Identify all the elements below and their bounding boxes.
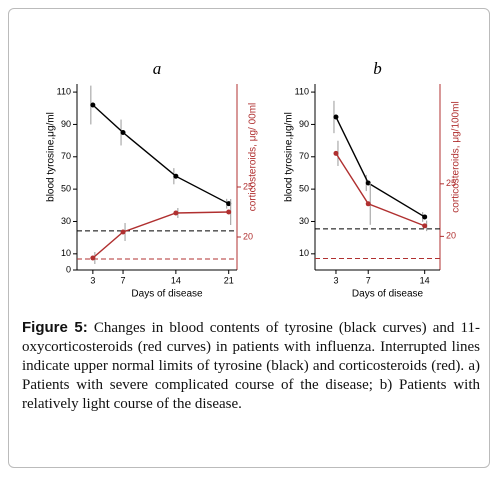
y-tick-label: 10 (61, 248, 71, 258)
caption: Figure 5: Changes in blood contents of t… (22, 318, 480, 414)
data-point (333, 150, 339, 156)
data-point (226, 209, 232, 215)
x-tick-label: 7 (121, 275, 126, 285)
y-tick-label: 0 (66, 264, 71, 274)
data-point (90, 255, 96, 261)
y2-tick-label: 20 (446, 231, 456, 241)
y2-tick-label: 25 (446, 178, 456, 188)
y-tick-label: 50 (299, 184, 309, 194)
series-line (92, 211, 229, 259)
caption-text: Changes in blood contents of tyrosine (b… (22, 320, 480, 412)
data-point (90, 102, 96, 108)
y-tick-label: 110 (57, 86, 71, 96)
x-tick-label: 3 (333, 275, 338, 285)
y-tick-label: 30 (61, 216, 71, 226)
data-point (120, 130, 126, 136)
y2-axis-label: corticosteroids, μg/ 00ml (248, 103, 259, 212)
y2-tick-label: 20 (243, 231, 253, 241)
data-point (226, 201, 232, 207)
data-point (365, 180, 371, 186)
chart-title: a (153, 59, 162, 78)
data-point (173, 210, 179, 216)
data-point (422, 223, 428, 229)
data-point (120, 229, 126, 235)
data-point (173, 173, 179, 179)
y-axis-label: blood tyrosine,μg/ml (284, 112, 295, 202)
y-tick-label: 110 (295, 86, 309, 96)
data-point (422, 214, 428, 220)
data-point (365, 201, 371, 207)
y-tick-label: 10 (299, 248, 309, 258)
y-tick-label: 50 (61, 184, 71, 194)
y-tick-label: 90 (299, 119, 309, 129)
y-tick-label: 90 (61, 119, 71, 129)
x-axis-label: Days of disease (352, 289, 424, 300)
y-tick-label: 30 (299, 216, 309, 226)
y2-tick-label: 25 (243, 181, 253, 191)
charts: a 0 10 30 50 70 90 110 20 25 3 7 14 21 Days of disease… (46, 59, 462, 300)
series-line (92, 104, 230, 205)
x-tick-label: 21 (224, 275, 234, 285)
x-axis-label: Days of disease (131, 289, 203, 300)
x-tick-label: 14 (420, 275, 430, 285)
figure-frame (8, 8, 490, 468)
y-tick-label: 70 (61, 151, 71, 161)
y-tick-label: 70 (299, 151, 309, 161)
chart-title: b (373, 59, 382, 78)
x-tick-label: 7 (366, 275, 371, 285)
data-point (333, 114, 339, 120)
y-axis-label: blood tyrosine,μg/ml (46, 112, 57, 202)
x-tick-label: 3 (90, 275, 95, 285)
x-tick-label: 14 (171, 275, 181, 285)
y2-axis-label: corticosteroids, μg/100ml (451, 101, 462, 212)
caption-label: Figure 5: (22, 319, 88, 336)
series-line (335, 116, 426, 218)
